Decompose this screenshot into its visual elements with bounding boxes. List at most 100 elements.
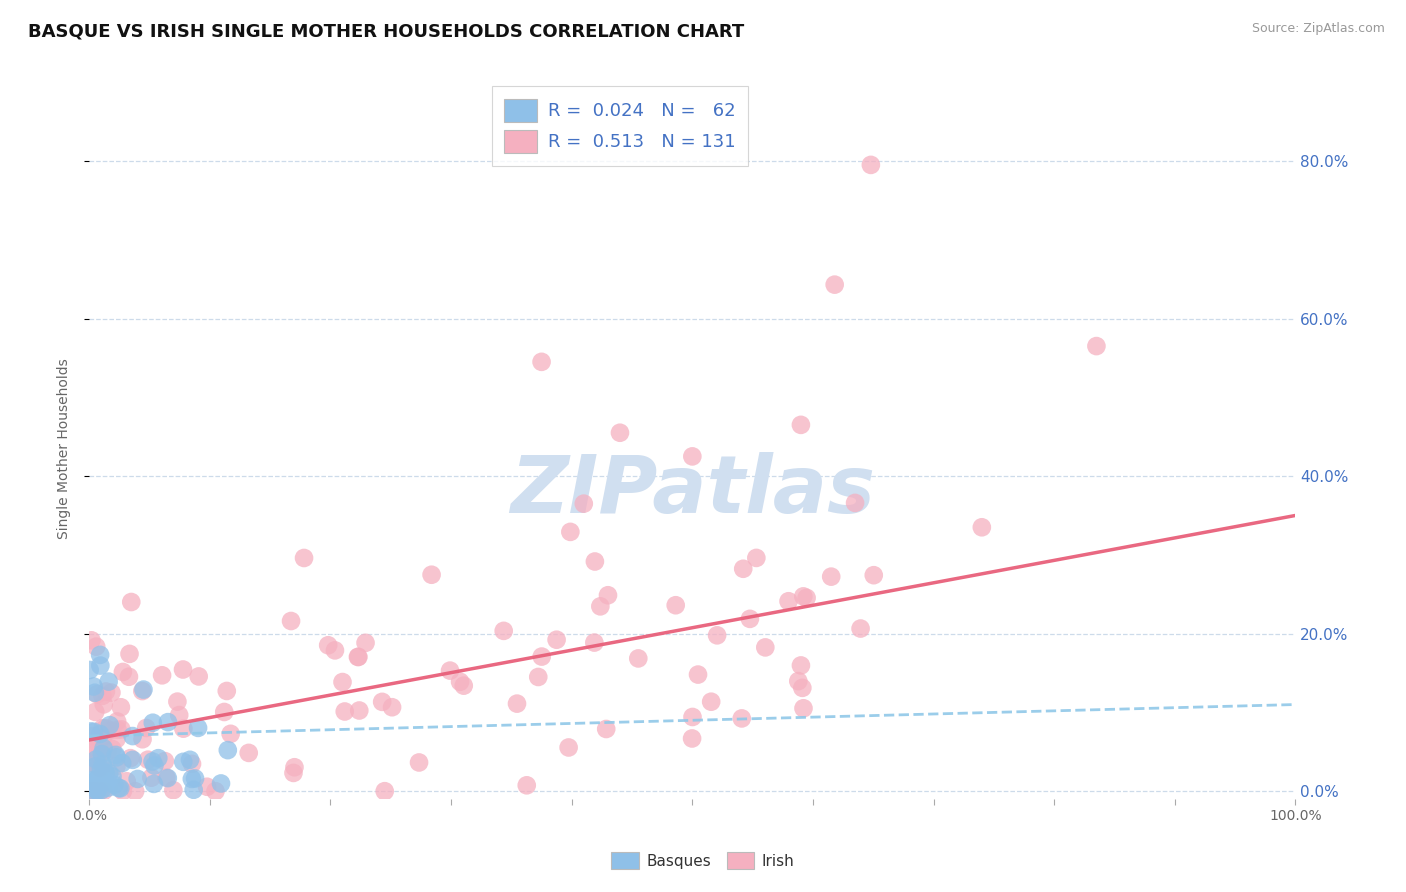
Point: [492, 624, 515, 638]
Point: [209, 776, 232, 790]
Point: [283, 760, 305, 774]
Point: [681, 731, 703, 746]
Point: [516, 778, 538, 792]
Point: [105, 732, 128, 747]
Point: [187, 721, 209, 735]
Point: [167, 708, 190, 723]
Point: [82, 729, 104, 743]
Point: [420, 567, 443, 582]
Point: [90, 783, 112, 797]
Point: [135, 721, 157, 735]
Point: [347, 649, 370, 664]
Point: [596, 588, 619, 602]
Point: [583, 554, 606, 568]
Point: [187, 669, 209, 683]
Point: [98, 766, 121, 780]
Point: [127, 772, 149, 786]
Point: [83, 756, 105, 771]
Point: [792, 701, 814, 715]
Point: [107, 723, 129, 737]
Point: [111, 756, 134, 770]
Point: [156, 771, 179, 785]
Point: [97, 780, 120, 795]
Point: [292, 551, 315, 566]
Text: Source: ZipAtlas.com: Source: ZipAtlas.com: [1251, 22, 1385, 36]
Point: [136, 753, 159, 767]
Point: [107, 780, 129, 795]
Point: [84, 640, 107, 654]
Point: [86, 783, 108, 797]
Point: [778, 594, 800, 608]
Point: [91, 730, 114, 744]
Point: [824, 277, 846, 292]
Point: [148, 751, 170, 765]
Point: [408, 756, 430, 770]
Point: [371, 695, 394, 709]
Point: [183, 782, 205, 797]
Point: [91, 721, 114, 735]
Point: [546, 632, 568, 647]
Point: [110, 723, 132, 737]
Point: [83, 680, 105, 694]
Point: [665, 599, 688, 613]
Point: [103, 778, 125, 792]
Point: [100, 686, 122, 700]
Point: [97, 674, 120, 689]
Point: [96, 745, 118, 759]
Point: [83, 724, 105, 739]
Point: [754, 640, 776, 655]
Text: BASQUE VS IRISH SINGLE MOTHER HOUSEHOLDS CORRELATION CHART: BASQUE VS IRISH SINGLE MOTHER HOUSEHOLDS…: [28, 22, 744, 40]
Point: [101, 742, 124, 756]
Point: [970, 520, 993, 534]
Point: [84, 781, 107, 796]
Point: [733, 562, 755, 576]
Point: [118, 647, 141, 661]
Point: [323, 643, 346, 657]
Point: [374, 784, 396, 798]
Point: [86, 784, 108, 798]
Point: [79, 745, 101, 759]
Point: [79, 783, 101, 797]
Point: [93, 762, 115, 776]
Point: [706, 628, 728, 642]
Point: [316, 638, 339, 652]
Point: [453, 679, 475, 693]
Point: [142, 715, 165, 730]
Point: [195, 780, 218, 794]
Point: [180, 772, 202, 786]
Point: [90, 747, 112, 761]
Point: [332, 675, 354, 690]
Point: [349, 704, 371, 718]
Point: [609, 425, 631, 440]
Point: [790, 658, 813, 673]
Point: [589, 599, 612, 614]
Point: [94, 766, 117, 780]
Point: [124, 784, 146, 798]
Point: [87, 739, 110, 753]
Point: [131, 684, 153, 698]
Point: [86, 687, 108, 701]
Point: [79, 724, 101, 739]
Point: [79, 663, 101, 677]
Point: [381, 700, 404, 714]
Point: [82, 776, 104, 790]
Point: [105, 714, 128, 729]
Text: ZIPatlas: ZIPatlas: [510, 451, 875, 530]
Point: [110, 700, 132, 714]
Point: [131, 732, 153, 747]
Point: [745, 550, 768, 565]
Point: [110, 781, 132, 796]
Point: [862, 568, 884, 582]
Point: [94, 684, 117, 698]
Point: [90, 777, 112, 791]
Point: [86, 773, 108, 788]
Point: [738, 612, 761, 626]
Point: [80, 633, 103, 648]
Point: [844, 496, 866, 510]
Point: [80, 739, 103, 754]
Point: [150, 668, 173, 682]
Point: [530, 649, 553, 664]
Point: [83, 686, 105, 700]
Point: [283, 766, 305, 780]
Point: [172, 663, 194, 677]
